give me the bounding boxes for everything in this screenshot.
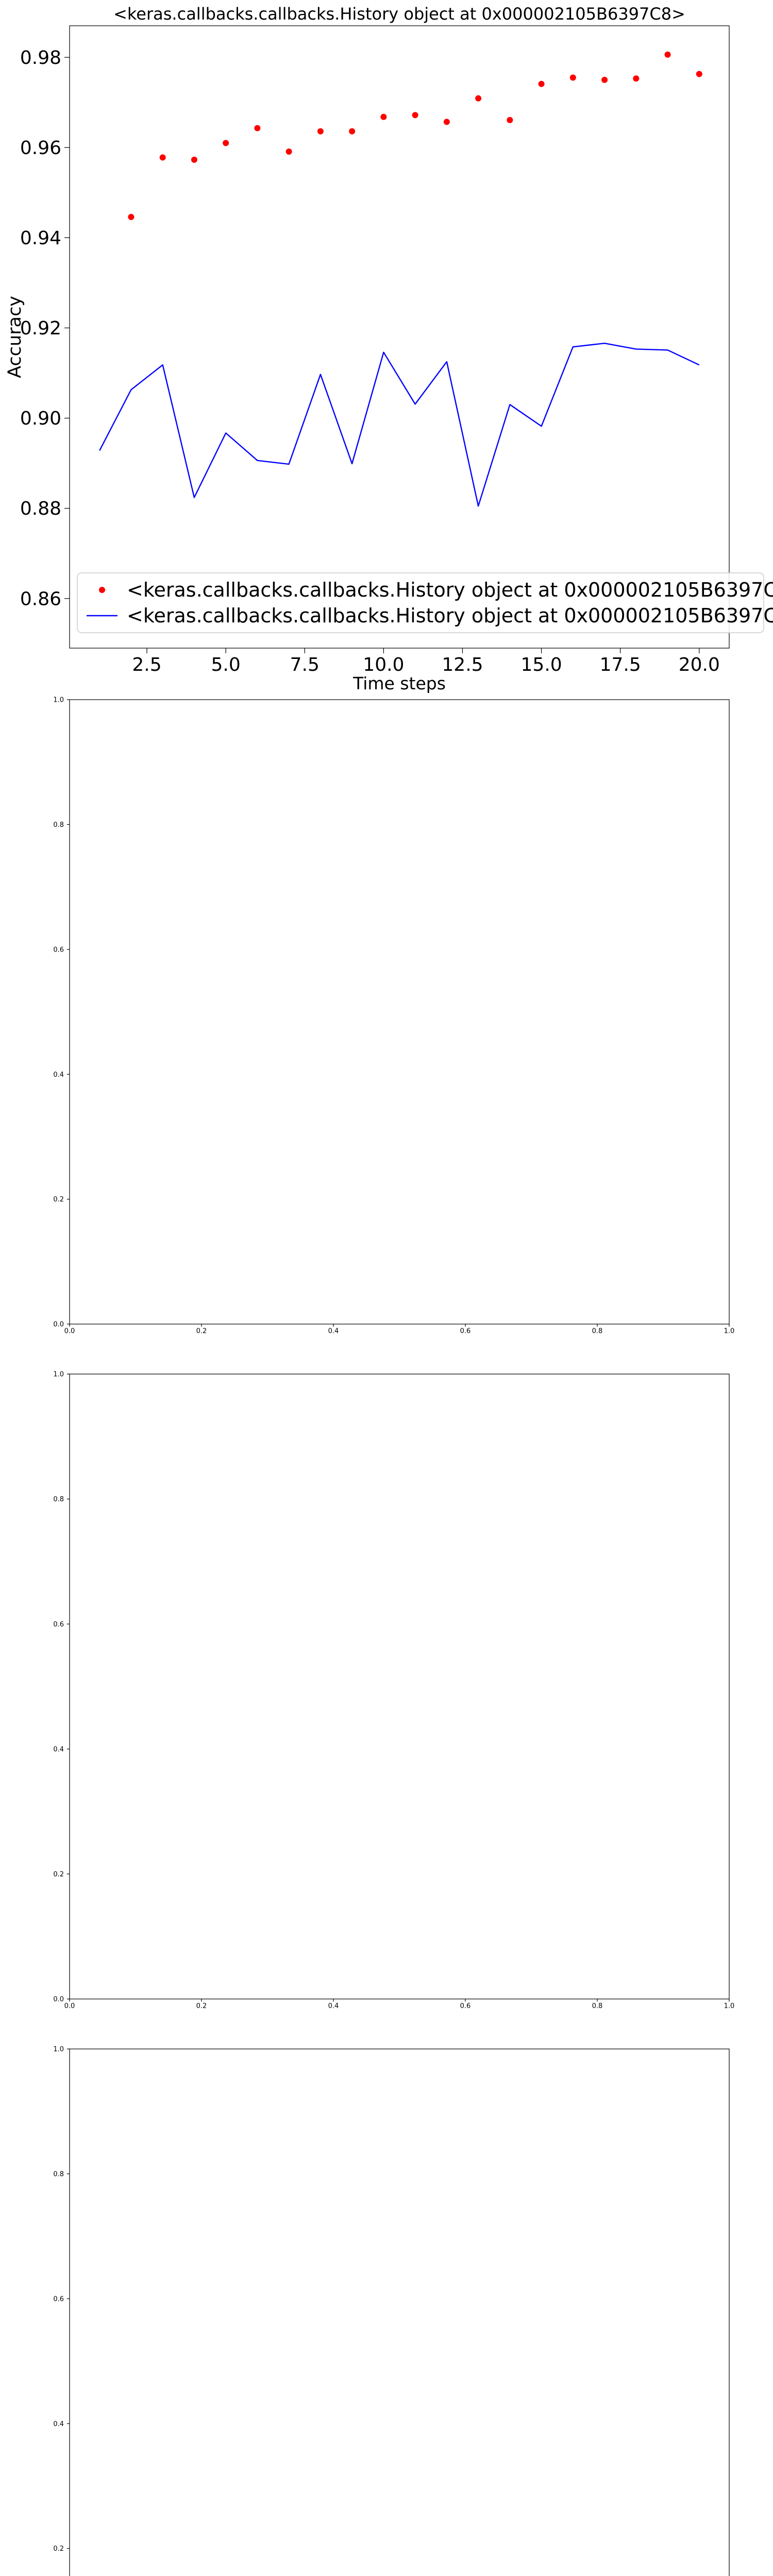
y-tick-label: 0.6 bbox=[53, 2295, 64, 2303]
y-tick-label: 0.4 bbox=[53, 2420, 64, 2428]
x-tick-label: 15.0 bbox=[521, 654, 562, 675]
x-tick-label: 1.0 bbox=[724, 2002, 735, 2010]
legend-label: <keras.callbacks.callbacks.History objec… bbox=[127, 604, 773, 627]
chart-1: 2.5 5.0 7.5 10.0 12.5 15.0 17.5 20.0 0.86 0.88 0.9… bbox=[5, 4, 773, 693]
data-point bbox=[317, 128, 324, 134]
data-point bbox=[507, 116, 513, 123]
x-tick-label: 0.8 bbox=[592, 2002, 603, 2010]
y-tick-label: 0.88 bbox=[20, 498, 61, 519]
y-tick-label: 0.2 bbox=[53, 2545, 64, 2553]
y-tick-label: 1.0 bbox=[53, 1371, 64, 1379]
y-tick-label: 0.98 bbox=[20, 47, 61, 69]
data-point bbox=[380, 113, 387, 120]
y-tick-label: 0.92 bbox=[20, 318, 61, 339]
axes-frame bbox=[69, 699, 730, 1325]
data-point bbox=[128, 214, 135, 221]
y-tick-label: 0.2 bbox=[53, 1871, 64, 1878]
chart-title: <keras.callbacks.callbacks.History objec… bbox=[113, 4, 685, 24]
data-point bbox=[285, 148, 292, 155]
data-point bbox=[223, 140, 229, 146]
x-tick-label: 12.5 bbox=[442, 654, 483, 675]
y-tick-label: 0.96 bbox=[20, 138, 61, 159]
y-tick-label: 0.6 bbox=[53, 1621, 64, 1629]
x-tick-label: 0.2 bbox=[196, 2002, 207, 2010]
x-tick-label: 0.4 bbox=[328, 2002, 339, 2010]
data-point bbox=[254, 125, 261, 131]
data-point bbox=[538, 80, 545, 87]
data-point bbox=[475, 95, 482, 101]
x-tick-label: 1.0 bbox=[724, 1327, 735, 1335]
chart-3: 0.0 0.2 0.4 0.6 0.8 1.0 0.0 0.2 0.4 0.6 0.8 1.0 bbox=[53, 1371, 734, 2010]
y-tick-label: 0.86 bbox=[20, 588, 61, 609]
y-tick-label: 0.8 bbox=[53, 1496, 64, 1503]
data-point bbox=[601, 77, 608, 83]
data-point bbox=[569, 74, 576, 81]
x-tick-label: 10.0 bbox=[363, 654, 404, 675]
axes-frame bbox=[69, 2048, 730, 2576]
x-tick-label: 0.6 bbox=[460, 2002, 471, 2010]
y-tick-label: 0.8 bbox=[53, 821, 64, 829]
legend-label: <keras.callbacks.callbacks.History objec… bbox=[127, 579, 773, 601]
chart-4: 0.00.20.40.60.81.00.00.20.40.60.81.0 bbox=[53, 2046, 730, 2576]
data-point bbox=[412, 112, 418, 118]
x-tick-label: 0.2 bbox=[196, 1327, 207, 1335]
x-tick-label: 0.0 bbox=[64, 2002, 75, 2010]
y-tick-label: 0.0 bbox=[53, 1996, 64, 2004]
y-tick-label: 0.6 bbox=[53, 946, 64, 954]
y-tick-label: 0.2 bbox=[53, 1196, 64, 1204]
data-point bbox=[696, 71, 702, 77]
chart-2: 0.0 0.2 0.4 0.6 0.8 1.0 0.0 0.2 0.4 0.6 0.8 1.0 bbox=[53, 697, 734, 1335]
data-point bbox=[443, 118, 450, 125]
legend-marker bbox=[99, 587, 105, 593]
data-point bbox=[191, 156, 197, 163]
data-point bbox=[159, 154, 166, 161]
data-point bbox=[633, 75, 640, 82]
x-tick-label: 2.5 bbox=[132, 654, 161, 675]
y-axis-label: Accuracy bbox=[5, 296, 25, 378]
x-tick-label: 0.6 bbox=[460, 1327, 471, 1335]
y-tick-label: 0.4 bbox=[53, 1071, 64, 1079]
y-tick-label: 0.0 bbox=[53, 1321, 64, 1329]
axes-frame bbox=[69, 1374, 730, 1999]
legend: <keras.callbacks.callbacks.History objec… bbox=[77, 572, 773, 633]
y-tick-label: 1.0 bbox=[53, 697, 64, 704]
y-tick-label: 0.94 bbox=[20, 228, 61, 249]
y-tick-label: 0.4 bbox=[53, 1745, 64, 1753]
y-tick-label: 0.90 bbox=[20, 408, 61, 429]
x-tick-label: 5.0 bbox=[211, 654, 241, 675]
axes-frame bbox=[69, 25, 730, 649]
series-line bbox=[99, 343, 700, 507]
y-tick-label: 1.0 bbox=[53, 2046, 64, 2054]
legend-box bbox=[77, 572, 764, 633]
x-tick-label: 0.4 bbox=[328, 1327, 339, 1335]
x-axis-label: Time steps bbox=[352, 673, 446, 693]
data-point bbox=[349, 128, 356, 134]
x-tick-label: 7.5 bbox=[290, 654, 320, 675]
x-tick-label: 20.0 bbox=[679, 654, 720, 675]
x-tick-label: 17.5 bbox=[600, 654, 641, 675]
data-point bbox=[664, 52, 671, 58]
y-tick-label: 0.8 bbox=[53, 2171, 64, 2178]
x-tick-label: 0.8 bbox=[592, 1327, 603, 1335]
x-tick-label: 0.0 bbox=[64, 1327, 75, 1335]
